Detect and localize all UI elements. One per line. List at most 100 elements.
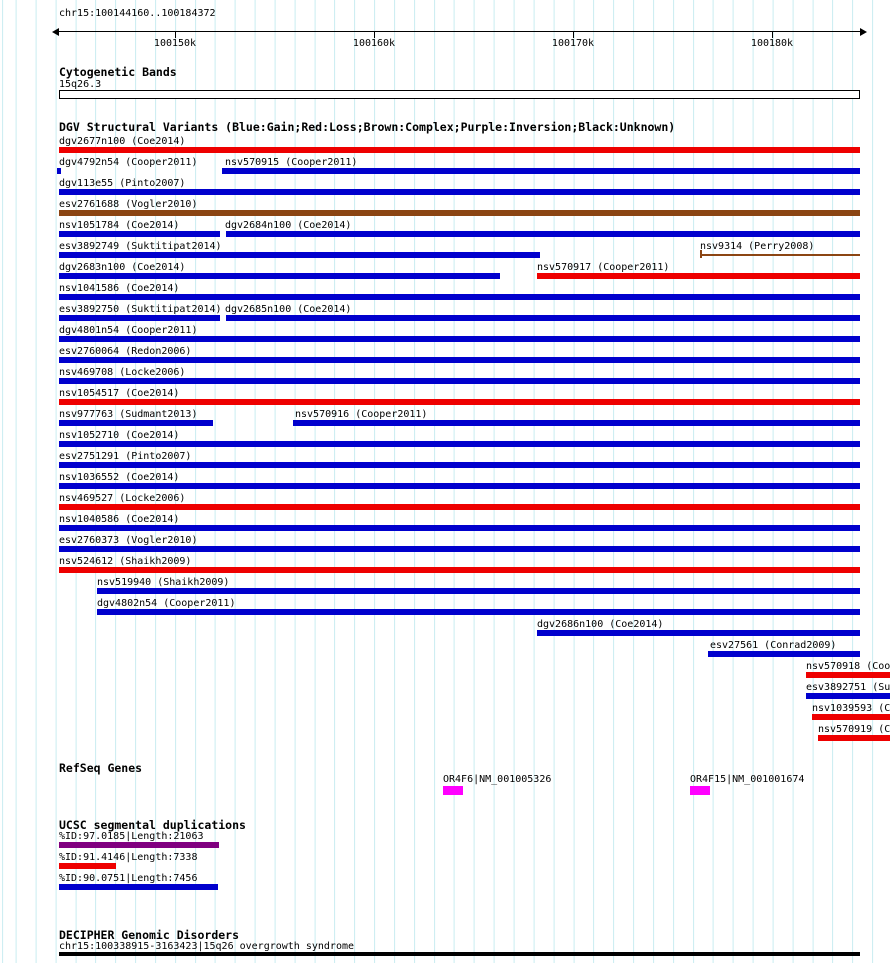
- variant-label[interactable]: esv2751291 (Pinto2007): [59, 451, 192, 462]
- ruler-tick-label: 100170k: [551, 38, 595, 49]
- variant-bar[interactable]: [59, 420, 213, 426]
- decipher-bar[interactable]: [59, 952, 860, 956]
- variant-bar[interactable]: [59, 399, 860, 405]
- variant-label[interactable]: esv27561 (Conrad2009): [710, 640, 837, 651]
- variant-label[interactable]: nsv977763 (Sudmant2013): [59, 409, 198, 420]
- ruler-tick-label: 100160k: [352, 38, 396, 49]
- variant-label[interactable]: dgv113e55 (Pinto2007): [59, 178, 186, 189]
- variant-bar[interactable]: [59, 231, 220, 237]
- ruler-tick-label: 100180k: [750, 38, 794, 49]
- variant-bar[interactable]: [222, 168, 860, 174]
- variant-label[interactable]: nsv570918 (Coo: [806, 661, 890, 672]
- gene-label[interactable]: OR4F6|NM_001005326: [443, 774, 552, 785]
- variant-bar[interactable]: [59, 525, 860, 531]
- variant-bar[interactable]: [59, 441, 860, 447]
- variant-bar[interactable]: [57, 168, 61, 174]
- variant-label[interactable]: nsv1041586 (Coe2014): [59, 283, 180, 294]
- ruler-tick: [772, 31, 773, 38]
- variant-bar[interactable]: [59, 567, 860, 573]
- variant-label[interactable]: nsv1040586 (Coe2014): [59, 514, 180, 525]
- segdup-bar[interactable]: [59, 884, 218, 890]
- variant-label[interactable]: dgv4801n54 (Cooper2011): [59, 325, 198, 336]
- variant-label[interactable]: dgv2677n100 (Coe2014): [59, 136, 186, 147]
- variant-bar[interactable]: [537, 273, 860, 279]
- variant-bar[interactable]: [59, 357, 860, 363]
- variant-bar[interactable]: [59, 189, 860, 195]
- cytoband-header: Cytogenetic Bands: [59, 65, 177, 79]
- variant-label[interactable]: dgv4802n54 (Cooper2011): [97, 598, 236, 609]
- cytoband-bar[interactable]: [59, 90, 860, 99]
- segdup-header: UCSC segmental duplications: [59, 818, 246, 832]
- variant-label[interactable]: dgv2684n100 (Coe2014): [225, 220, 352, 231]
- variant-bar[interactable]: [59, 378, 860, 384]
- variant-bar[interactable]: [806, 693, 890, 699]
- segdup-label[interactable]: %ID:97.0185|Length:21063: [59, 831, 204, 842]
- variant-bar[interactable]: [59, 273, 500, 279]
- variant-bar[interactable]: [708, 651, 860, 657]
- decipher-header: DECIPHER Genomic Disorders: [59, 928, 240, 942]
- decipher-entry-label[interactable]: chr15:100338915-3163423|15q26 overgrowth…: [59, 941, 355, 952]
- variant-bar[interactable]: [806, 672, 890, 678]
- variant-bar[interactable]: [97, 609, 860, 615]
- variant-label[interactable]: nsv469708 (Locke2006): [59, 367, 186, 378]
- variant-label[interactable]: nsv469527 (Locke2006): [59, 493, 186, 504]
- variant-bar[interactable]: [818, 735, 890, 741]
- variant-label[interactable]: esv3892751 (Su: [806, 682, 890, 693]
- variant-label[interactable]: esv2760373 (Vogler2010): [59, 535, 198, 546]
- variant-label[interactable]: nsv1054517 (Coe2014): [59, 388, 180, 399]
- variant-label[interactable]: esv3892749 (Suktitipat2014): [59, 241, 222, 252]
- variant-bar[interactable]: [59, 315, 220, 321]
- variant-bar[interactable]: [59, 483, 860, 489]
- segdup-track: %ID:97.0185|Length:21063 %ID:91.4146|Leng…: [0, 831, 890, 894]
- refseq-header: RefSeq Genes: [59, 761, 143, 775]
- gene-box[interactable]: [690, 786, 710, 795]
- segdup-label[interactable]: %ID:91.4146|Length:7338: [59, 852, 198, 863]
- variant-label[interactable]: nsv570917 (Cooper2011): [537, 262, 670, 273]
- variant-bar[interactable]: [97, 588, 860, 594]
- variant-label[interactable]: nsv519940 (Shaikh2009): [97, 577, 230, 588]
- variant-label[interactable]: nsv570915 (Cooper2011): [225, 157, 358, 168]
- variant-label[interactable]: dgv4792n54 (Cooper2011): [59, 157, 198, 168]
- variant-bar[interactable]: [59, 546, 860, 552]
- variant-label[interactable]: nsv1051784 (Coe2014): [59, 220, 180, 231]
- variant-label[interactable]: dgv2685n100 (Coe2014): [225, 304, 352, 315]
- variant-label[interactable]: dgv2686n100 (Coe2014): [537, 619, 664, 630]
- variant-label[interactable]: nsv524612 (Shaikh2009): [59, 556, 192, 567]
- variant-label[interactable]: nsv1052710 (Coe2014): [59, 430, 180, 441]
- variant-label[interactable]: nsv570916 (Cooper2011): [295, 409, 428, 420]
- variant-bar[interactable]: [293, 420, 860, 426]
- variant-bar[interactable]: [226, 231, 860, 237]
- variant-label[interactable]: esv3892750 (Suktitipat2014): [59, 304, 222, 315]
- variant-bar[interactable]: [59, 504, 860, 510]
- variant-bar[interactable]: [59, 252, 540, 258]
- variant-label[interactable]: esv2760064 (Redon2006): [59, 346, 192, 357]
- cytoband-label: 15q26.3: [59, 79, 102, 90]
- segdup-bar[interactable]: [59, 863, 116, 869]
- variant-bar[interactable]: [59, 210, 860, 216]
- dgv-header: DGV Structural Variants (Blue:Gain;Red:L…: [59, 120, 676, 134]
- ruler-right-arrow-icon: [860, 28, 867, 36]
- variant-bar[interactable]: [59, 147, 860, 153]
- ruler-tick: [374, 31, 375, 38]
- variant-label[interactable]: nsv1036552 (Coe2014): [59, 472, 180, 483]
- variant-bar[interactable]: [700, 250, 860, 258]
- variant-bar[interactable]: [59, 462, 860, 468]
- variant-bar[interactable]: [59, 294, 860, 300]
- dgv-track: dgv2677n100 (Coe2014) dgv4792n54 (Cooper2…: [0, 136, 890, 748]
- variant-bar-tick: [700, 250, 702, 258]
- variant-bar[interactable]: [226, 315, 860, 321]
- segdup-label[interactable]: %ID:90.0751|Length:7456: [59, 873, 198, 884]
- variant-bar[interactable]: [537, 630, 860, 636]
- variant-bar[interactable]: [812, 714, 890, 720]
- ruler-line: [59, 31, 860, 32]
- variant-label[interactable]: nsv1039593 (C: [812, 703, 890, 714]
- variant-bar[interactable]: [59, 336, 860, 342]
- variant-label[interactable]: nsv9314 (Perry2008): [700, 241, 815, 252]
- gene-label[interactable]: OR4F15|NM_001001674: [690, 774, 805, 785]
- variant-label[interactable]: nsv570919 (C: [818, 724, 890, 735]
- gene-box[interactable]: [443, 786, 463, 795]
- segdup-bar[interactable]: [59, 842, 219, 848]
- variant-label[interactable]: esv2761688 (Vogler2010): [59, 199, 198, 210]
- variant-label[interactable]: dgv2683n100 (Coe2014): [59, 262, 186, 273]
